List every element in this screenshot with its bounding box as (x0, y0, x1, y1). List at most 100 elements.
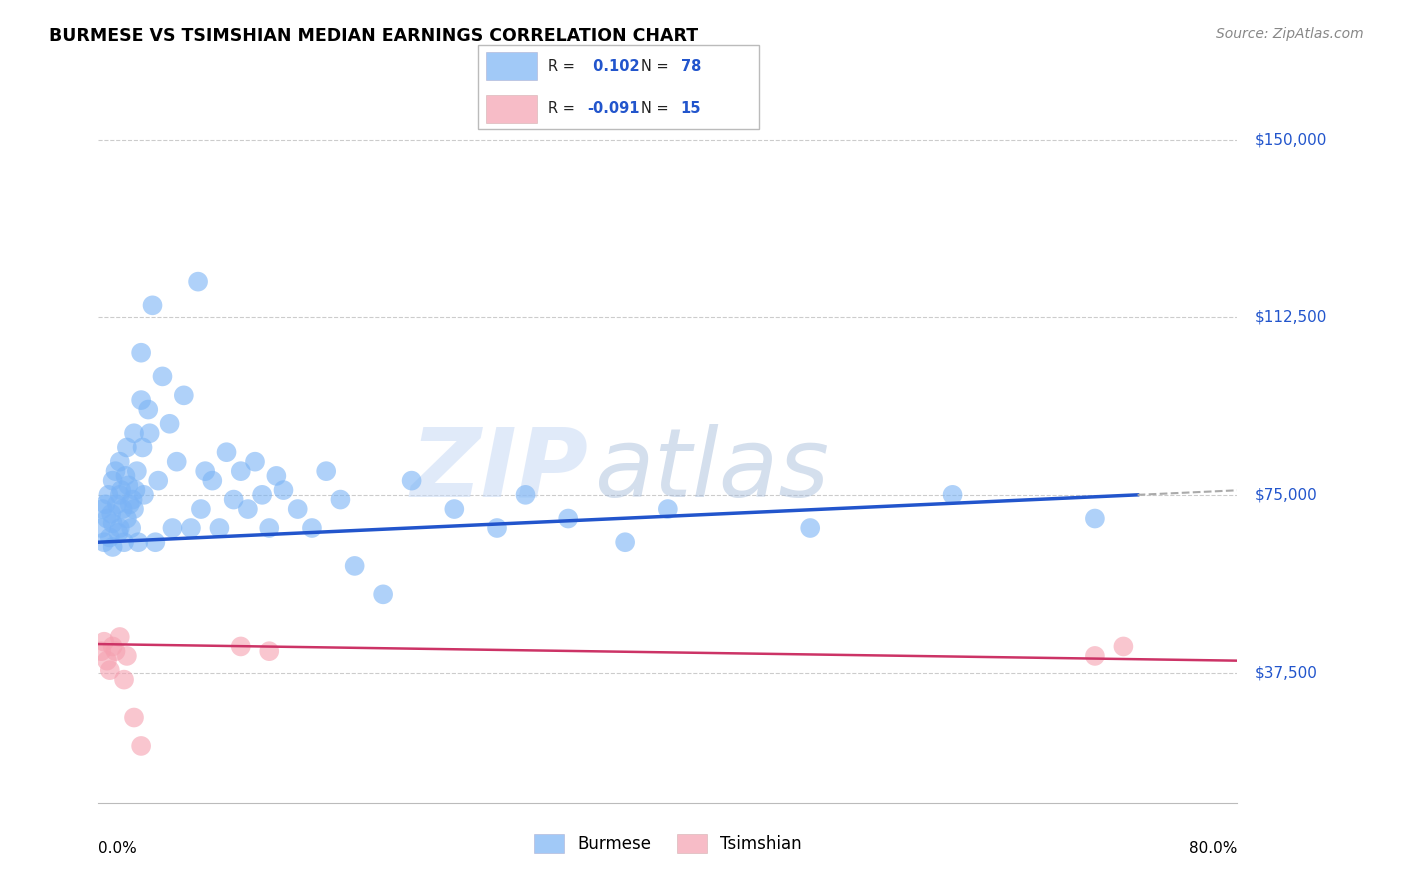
Text: $75,000: $75,000 (1254, 487, 1317, 502)
Point (145, 535, 167, 549)
Bar (486, 53, 537, 80)
Point (229, 464, 252, 478)
Point (115, 648, 138, 663)
Point (194, 464, 217, 478)
Point (132, 488, 155, 502)
Point (122, 502, 145, 516)
Point (114, 469, 136, 483)
Point (108, 521, 131, 535)
Point (329, 492, 352, 507)
Point (657, 502, 679, 516)
Point (100, 507, 122, 521)
Point (373, 587, 395, 601)
Text: BURMESE VS TSIMSHIAN MEDIAN EARNINGS CORRELATION CHART: BURMESE VS TSIMSHIAN MEDIAN EARNINGS COR… (49, 27, 699, 45)
Point (301, 521, 323, 535)
Point (94, 497, 117, 511)
Point (111, 502, 134, 516)
Point (243, 455, 266, 469)
Point (942, 488, 965, 502)
Point (90, 644, 112, 658)
Point (108, 630, 131, 644)
Point (222, 492, 245, 507)
Point (1084, 511, 1107, 525)
Point (557, 511, 579, 525)
Text: R =: R = (548, 59, 579, 74)
Text: 78: 78 (681, 59, 700, 74)
Point (93, 535, 115, 549)
Point (97, 488, 120, 502)
Point (127, 535, 149, 549)
Point (152, 369, 174, 384)
Point (266, 469, 288, 483)
Text: Source: ZipAtlas.com: Source: ZipAtlas.com (1216, 27, 1364, 41)
Text: $150,000: $150,000 (1254, 132, 1327, 147)
Point (124, 483, 146, 497)
Point (141, 298, 163, 312)
Point (315, 464, 337, 478)
Point (121, 492, 143, 507)
Point (250, 488, 273, 502)
Point (112, 673, 135, 687)
Point (122, 710, 145, 724)
Point (287, 502, 309, 516)
Point (96, 511, 118, 525)
Point (115, 441, 138, 455)
Bar (486, 95, 537, 122)
Point (90, 521, 112, 535)
Point (110, 483, 132, 497)
Point (131, 441, 153, 455)
Text: N =: N = (641, 101, 673, 116)
Point (201, 474, 224, 488)
Point (173, 388, 195, 402)
Point (117, 478, 139, 492)
Point (138, 426, 160, 441)
Point (118, 497, 141, 511)
Point (93, 634, 115, 648)
Point (136, 402, 159, 417)
Text: 0.0%: 0.0% (98, 840, 138, 855)
Point (101, 540, 124, 554)
Point (108, 455, 131, 469)
Text: R =: R = (548, 101, 579, 116)
Point (187, 275, 209, 289)
Text: $37,500: $37,500 (1254, 665, 1317, 680)
Text: 80.0%: 80.0% (1189, 840, 1237, 855)
Point (129, 393, 152, 408)
Point (122, 426, 145, 441)
Point (129, 345, 152, 359)
Text: atlas: atlas (593, 424, 828, 517)
Point (96, 654, 118, 668)
Point (162, 521, 184, 535)
Point (98, 663, 121, 677)
Point (259, 644, 281, 658)
Text: $112,500: $112,500 (1254, 310, 1327, 325)
Point (1084, 648, 1107, 663)
Text: -0.091: -0.091 (588, 101, 640, 116)
Point (108, 488, 131, 502)
Point (273, 483, 295, 497)
Point (91, 502, 114, 516)
Point (614, 535, 637, 549)
Point (515, 488, 537, 502)
Point (343, 558, 366, 573)
FancyBboxPatch shape (478, 45, 759, 129)
Legend: Burmese, Tsimshian: Burmese, Tsimshian (527, 827, 808, 860)
Point (229, 640, 252, 654)
Point (180, 521, 202, 535)
Point (190, 502, 212, 516)
Text: 15: 15 (681, 101, 702, 116)
Point (159, 417, 181, 431)
Point (401, 474, 423, 488)
Point (115, 511, 138, 525)
Point (101, 516, 124, 531)
Point (98, 531, 121, 545)
Text: N =: N = (641, 59, 673, 74)
Point (166, 455, 188, 469)
Point (129, 739, 152, 753)
Point (486, 521, 509, 535)
Point (215, 445, 238, 459)
Point (120, 521, 142, 535)
Point (101, 640, 124, 654)
Point (104, 464, 127, 478)
Point (799, 521, 821, 535)
